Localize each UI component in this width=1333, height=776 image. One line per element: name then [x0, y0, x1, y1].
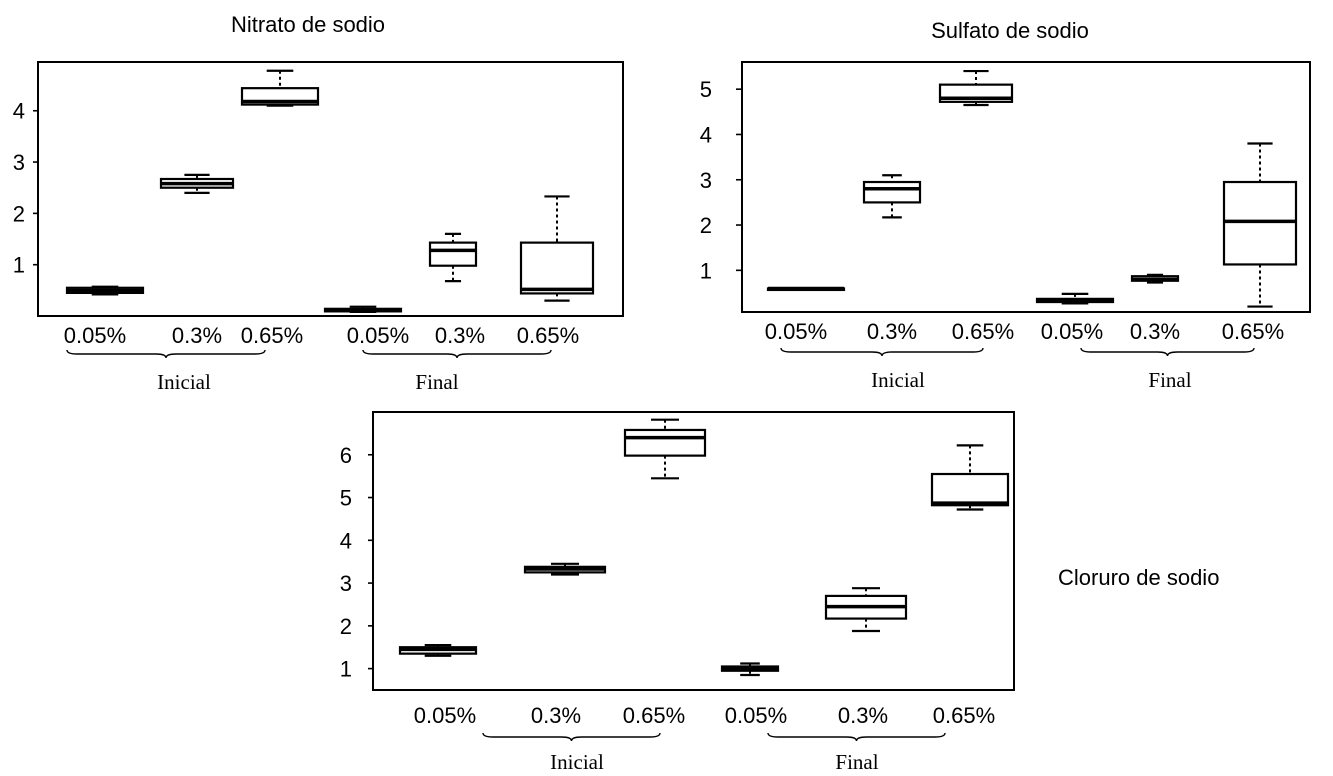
y-tick-label: 3	[13, 150, 25, 175]
x-tick-label: 0.65%	[241, 323, 303, 348]
x-tick-label: 0.05%	[414, 703, 476, 728]
y-tick-label: 4	[700, 122, 712, 147]
group-brace	[780, 347, 984, 357]
chart-title: Cloruro de sodio	[1058, 565, 1219, 590]
x-tick-label: 0.3%	[435, 323, 485, 348]
panel-nitrato: Nitrato de sodio 1 2 3 4 0.05% 0.3% 0.65% 0.05% 0…	[13, 12, 624, 394]
y-tick-label: 6	[340, 443, 352, 468]
group-label: Inicial	[871, 368, 925, 392]
x-tick-label: 0.05%	[765, 319, 827, 344]
group-label: Inicial	[157, 370, 211, 394]
y-tick-label: 1	[700, 258, 712, 283]
y-tick-label: 3	[340, 571, 352, 596]
group-label: Final	[835, 750, 878, 774]
x-tick-label: 0.05%	[347, 323, 409, 348]
box-iqr	[862, 180, 922, 204]
x-tick-label: 0.3%	[1130, 319, 1180, 344]
chart-title: Sulfato de sodio	[931, 18, 1089, 43]
x-tick-label: 0.05%	[725, 703, 787, 728]
y-tick-label: 2	[13, 201, 25, 226]
box-iqr	[519, 241, 595, 295]
plot-frame	[372, 411, 1015, 691]
x-tick-label: 0.3%	[867, 319, 917, 344]
plot-frame	[37, 61, 624, 317]
plot-frame	[741, 61, 1311, 313]
x-tick-label: 0.3%	[531, 703, 581, 728]
x-tick-label: 0.05%	[64, 323, 126, 348]
box-iqr	[623, 428, 707, 457]
x-tick-label: 0.65%	[1222, 319, 1284, 344]
panel-cloruro: Cloruro de sodio 1 2 3 4 5 6 0.05% 0.3% 0.65% 0.05…	[340, 411, 1219, 774]
panel-sulfato: Sulfato de sodio 1 2 3 4 5 0.05% 0.3% 0.65% 0.05%…	[700, 18, 1311, 392]
x-tick-label: 0.65%	[933, 703, 995, 728]
box-iqr	[428, 241, 478, 267]
x-tick-label: 0.65%	[952, 319, 1014, 344]
x-tick-label: 0.3%	[172, 323, 222, 348]
group-brace	[767, 732, 946, 742]
y-tick-label: 2	[340, 614, 352, 639]
group-brace	[482, 732, 661, 742]
y-tick-label: 1	[340, 657, 352, 682]
box-iqr	[1222, 180, 1298, 266]
box-iqr	[930, 472, 1010, 507]
y-tick-label: 2	[700, 213, 712, 238]
y-tick-label: 5	[700, 77, 712, 102]
group-label: Final	[1148, 368, 1191, 392]
x-tick-label: 0.05%	[1041, 319, 1103, 344]
x-tick-label: 0.65%	[623, 703, 685, 728]
group-brace	[1080, 347, 1255, 357]
y-tick-label: 4	[340, 528, 352, 553]
x-tick-label: 0.65%	[517, 323, 579, 348]
group-brace	[66, 349, 266, 359]
group-brace	[362, 349, 552, 359]
chart-title: Nitrato de sodio	[231, 12, 385, 37]
x-tick-label: 0.3%	[838, 703, 888, 728]
group-label: Inicial	[550, 750, 604, 774]
group-label: Final	[415, 370, 458, 394]
y-tick-label: 3	[700, 168, 712, 193]
y-tick-label: 5	[340, 486, 352, 511]
y-tick-label: 4	[13, 99, 25, 124]
y-tick-label: 1	[13, 253, 25, 278]
